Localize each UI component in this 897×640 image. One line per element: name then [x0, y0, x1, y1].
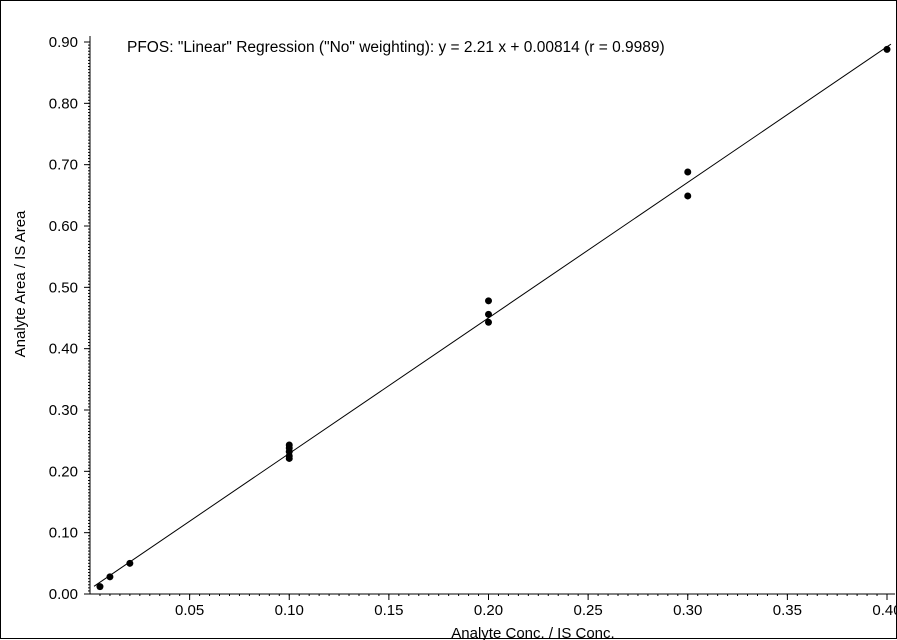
y-axis-label: Analyte Area / IS Area — [12, 210, 29, 357]
data-point — [126, 559, 134, 567]
x-tick-label: 0.20 — [474, 602, 503, 619]
x-tick-label: 0.30 — [673, 602, 702, 619]
x-tick-label: 0.40 — [872, 602, 897, 619]
x-tick-label: 0.15 — [374, 602, 403, 619]
data-point — [883, 45, 891, 53]
x-tick-label: 0.10 — [275, 602, 304, 619]
data-points — [96, 45, 891, 591]
minor-ticks — [88, 44, 878, 596]
y-tick-label: 0.50 — [49, 279, 78, 296]
regression-line — [93, 43, 892, 587]
y-tick-label: 0.80 — [49, 95, 78, 112]
y-tick-label: 0.30 — [49, 402, 78, 419]
y-tick-label: 0.00 — [49, 586, 78, 603]
x-axis-label: Analyte Conc. / IS Conc. — [451, 625, 614, 640]
data-point — [684, 168, 692, 176]
y-ticks: 0.00 0.10 0.20 0.30 0.40 0.50 0.60 0.70 0.80 0.90 — [49, 34, 90, 603]
x-tick-label: 0.25 — [574, 602, 603, 619]
y-tick-label: 0.60 — [49, 218, 78, 235]
chart-title: PFOS: "Linear" Regression ("No" weightin… — [127, 39, 665, 56]
data-point — [684, 192, 692, 200]
x-ticks: 0.05 0.10 0.15 0.20 0.25 0.30 0.35 0.40 — [175, 594, 897, 619]
y-tick-label: 0.70 — [49, 157, 78, 174]
x-tick-label: 0.35 — [773, 602, 802, 619]
data-point — [485, 318, 492, 326]
y-tick-label: 0.90 — [49, 34, 78, 51]
data-point — [106, 573, 114, 581]
data-point — [96, 583, 104, 591]
y-tick-label: 0.10 — [49, 525, 78, 542]
data-point — [285, 454, 293, 462]
data-point — [485, 297, 492, 305]
y-tick-label: 0.20 — [49, 463, 78, 480]
data-point — [485, 310, 492, 318]
y-tick-label: 0.40 — [49, 341, 78, 358]
x-tick-label: 0.05 — [175, 602, 204, 619]
